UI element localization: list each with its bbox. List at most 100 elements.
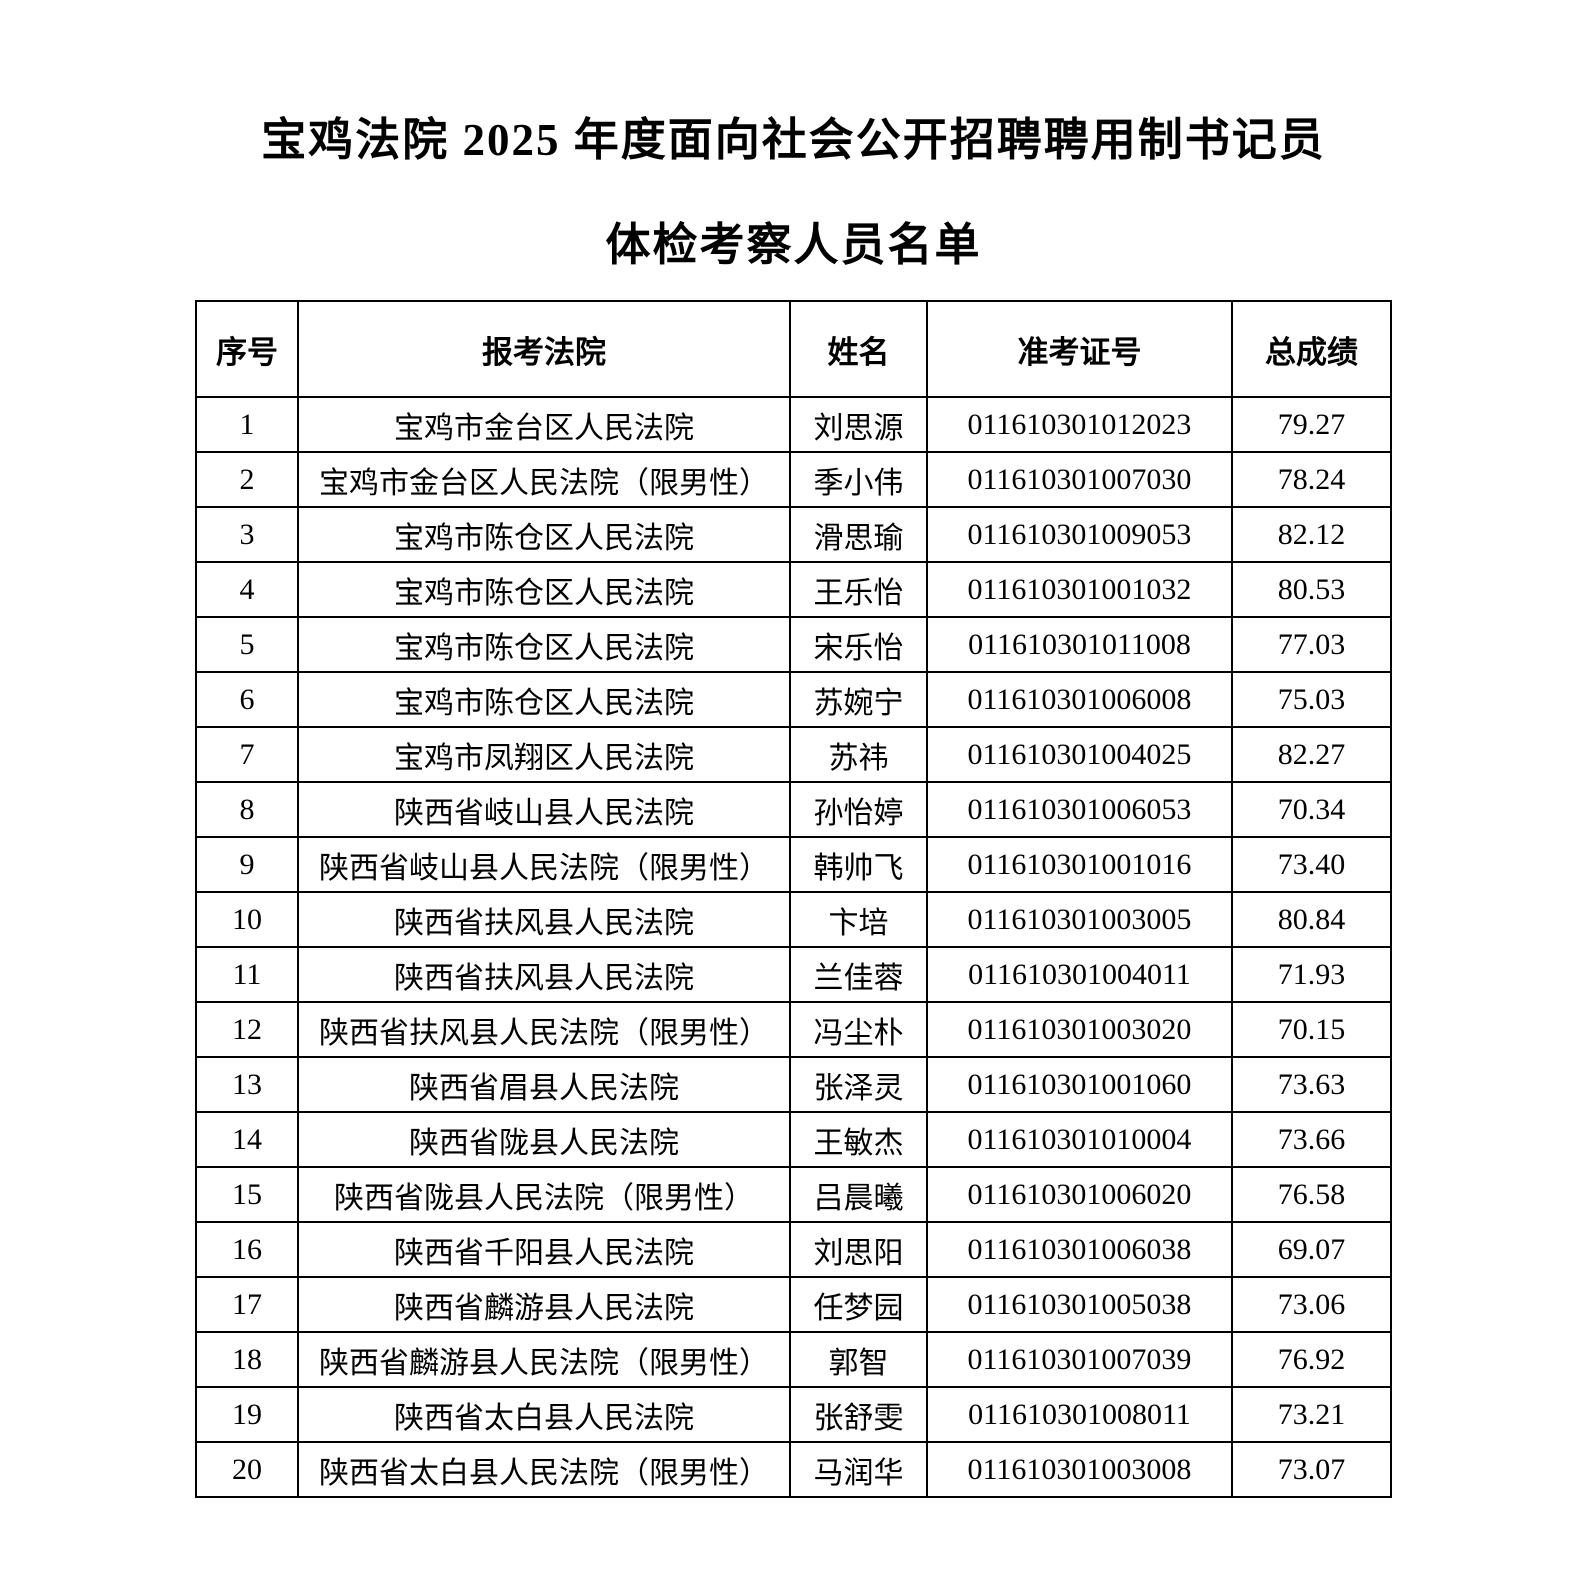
- cell-court: 陕西省麟游县人民法院: [297, 1276, 791, 1333]
- cell-court: 宝鸡市陈仓区人民法院: [297, 561, 791, 618]
- cell-ticket: 011610301012023: [926, 396, 1233, 453]
- cell-ticket: 011610301006008: [926, 671, 1233, 728]
- cell-court: 陕西省麟游县人民法院（限男性）: [297, 1331, 791, 1388]
- cell-ticket: 011610301005038: [926, 1276, 1233, 1333]
- cell-ticket: 011610301011008: [926, 616, 1233, 673]
- cell-ticket: 011610301003020: [926, 1001, 1233, 1058]
- cell-court: 宝鸡市金台区人民法院（限男性）: [297, 451, 791, 508]
- table-row: 2 宝鸡市金台区人民法院（限男性） 季小伟 011610301007030 78.24: [195, 451, 1392, 508]
- cell-ticket: 011610301001016: [926, 836, 1233, 893]
- table-row: 20 陕西省太白县人民法院（限男性） 马润华 011610301003008 73.07: [195, 1441, 1392, 1498]
- cell-score: 76.58: [1231, 1166, 1392, 1223]
- cell-index: 6: [195, 671, 299, 728]
- table-row: 10 陕西省扶风县人民法院 卞培 011610301003005 80.84: [195, 891, 1392, 948]
- cell-name: 苏祎: [789, 726, 928, 783]
- cell-index: 4: [195, 561, 299, 618]
- cell-index: 11: [195, 946, 299, 1003]
- cell-index: 9: [195, 836, 299, 893]
- cell-name: 韩帅飞: [789, 836, 928, 893]
- cell-score: 79.27: [1231, 396, 1392, 453]
- column-header-index: 序号: [195, 300, 299, 398]
- cell-score: 70.34: [1231, 781, 1392, 838]
- cell-name: 冯尘朴: [789, 1001, 928, 1058]
- cell-score: 70.15: [1231, 1001, 1392, 1058]
- table-header-row: 序号 报考法院 姓名 准考证号 总成绩: [195, 300, 1392, 398]
- cell-score: 73.21: [1231, 1386, 1392, 1443]
- cell-court: 宝鸡市陈仓区人民法院: [297, 506, 791, 563]
- cell-name: 滑思瑜: [789, 506, 928, 563]
- cell-court: 陕西省扶风县人民法院: [297, 946, 791, 1003]
- cell-court: 陕西省岐山县人民法院: [297, 781, 791, 838]
- table-row: 1 宝鸡市金台区人民法院 刘思源 011610301012023 79.27: [195, 396, 1392, 453]
- cell-court: 陕西省千阳县人民法院: [297, 1221, 791, 1278]
- cell-index: 19: [195, 1386, 299, 1443]
- cell-court: 宝鸡市陈仓区人民法院: [297, 671, 791, 728]
- cell-court: 宝鸡市凤翔区人民法院: [297, 726, 791, 783]
- cell-name: 卞培: [789, 891, 928, 948]
- cell-index: 3: [195, 506, 299, 563]
- cell-name: 孙怡婷: [789, 781, 928, 838]
- table-row: 13 陕西省眉县人民法院 张泽灵 011610301001060 73.63: [195, 1056, 1392, 1113]
- cell-index: 7: [195, 726, 299, 783]
- cell-ticket: 011610301006038: [926, 1221, 1233, 1278]
- cell-court: 陕西省太白县人民法院: [297, 1386, 791, 1443]
- table-row: 18 陕西省麟游县人民法院（限男性） 郭智 011610301007039 76.92: [195, 1331, 1392, 1388]
- cell-score: 82.27: [1231, 726, 1392, 783]
- column-header-ticket: 准考证号: [926, 300, 1233, 398]
- cell-ticket: 011610301004025: [926, 726, 1233, 783]
- cell-name: 刘思阳: [789, 1221, 928, 1278]
- cell-score: 73.66: [1231, 1111, 1392, 1168]
- cell-ticket: 011610301007039: [926, 1331, 1233, 1388]
- cell-score: 77.03: [1231, 616, 1392, 673]
- table-body: 1 宝鸡市金台区人民法院 刘思源 011610301012023 79.27 2 宝鸡市金台…: [195, 396, 1392, 1498]
- cell-index: 15: [195, 1166, 299, 1223]
- table-header: 序号 报考法院 姓名 准考证号 总成绩: [195, 300, 1392, 398]
- cell-index: 16: [195, 1221, 299, 1278]
- cell-score: 82.12: [1231, 506, 1392, 563]
- cell-score: 76.92: [1231, 1331, 1392, 1388]
- cell-score: 73.63: [1231, 1056, 1392, 1113]
- cell-name: 苏婉宁: [789, 671, 928, 728]
- table-row: 16 陕西省千阳县人民法院 刘思阳 011610301006038 69.07: [195, 1221, 1392, 1278]
- cell-name: 刘思源: [789, 396, 928, 453]
- cell-court: 陕西省陇县人民法院: [297, 1111, 791, 1168]
- table-row: 8 陕西省岐山县人民法院 孙怡婷 011610301006053 70.34: [195, 781, 1392, 838]
- cell-score: 73.07: [1231, 1441, 1392, 1498]
- cell-ticket: 011610301001060: [926, 1056, 1233, 1113]
- table-row: 6 宝鸡市陈仓区人民法院 苏婉宁 011610301006008 75.03: [195, 671, 1392, 728]
- table-row: 17 陕西省麟游县人民法院 任梦园 011610301005038 73.06: [195, 1276, 1392, 1333]
- table-row: 4 宝鸡市陈仓区人民法院 王乐怡 011610301001032 80.53: [195, 561, 1392, 618]
- cell-ticket: 011610301009053: [926, 506, 1233, 563]
- cell-court: 陕西省太白县人民法院（限男性）: [297, 1441, 791, 1498]
- cell-name: 张泽灵: [789, 1056, 928, 1113]
- table-row: 9 陕西省岐山县人民法院（限男性） 韩帅飞 011610301001016 73.40: [195, 836, 1392, 893]
- cell-court: 陕西省陇县人民法院（限男性）: [297, 1166, 791, 1223]
- table-row: 7 宝鸡市凤翔区人民法院 苏祎 011610301004025 82.27: [195, 726, 1392, 783]
- cell-score: 80.84: [1231, 891, 1392, 948]
- cell-index: 17: [195, 1276, 299, 1333]
- table-row: 14 陕西省陇县人民法院 王敏杰 011610301010004 73.66: [195, 1111, 1392, 1168]
- cell-score: 75.03: [1231, 671, 1392, 728]
- table-row: 3 宝鸡市陈仓区人民法院 滑思瑜 011610301009053 82.12: [195, 506, 1392, 563]
- cell-name: 任梦园: [789, 1276, 928, 1333]
- cell-index: 14: [195, 1111, 299, 1168]
- cell-score: 73.06: [1231, 1276, 1392, 1333]
- cell-ticket: 011610301006020: [926, 1166, 1233, 1223]
- cell-index: 8: [195, 781, 299, 838]
- cell-index: 20: [195, 1441, 299, 1498]
- candidates-table: 序号 报考法院 姓名 准考证号 总成绩 1 宝鸡市金台区人民法院 刘思源 0116103010…: [195, 300, 1392, 1498]
- cell-name: 吕晨曦: [789, 1166, 928, 1223]
- cell-ticket: 011610301003008: [926, 1441, 1233, 1498]
- cell-index: 12: [195, 1001, 299, 1058]
- cell-index: 18: [195, 1331, 299, 1388]
- cell-name: 宋乐怡: [789, 616, 928, 673]
- table-row: 19 陕西省太白县人民法院 张舒雯 011610301008011 73.21: [195, 1386, 1392, 1443]
- cell-index: 13: [195, 1056, 299, 1113]
- cell-ticket: 011610301004011: [926, 946, 1233, 1003]
- cell-name: 郭智: [789, 1331, 928, 1388]
- table-row: 11 陕西省扶风县人民法院 兰佳蓉 011610301004011 71.93: [195, 946, 1392, 1003]
- cell-name: 兰佳蓉: [789, 946, 928, 1003]
- cell-index: 10: [195, 891, 299, 948]
- cell-name: 季小伟: [789, 451, 928, 508]
